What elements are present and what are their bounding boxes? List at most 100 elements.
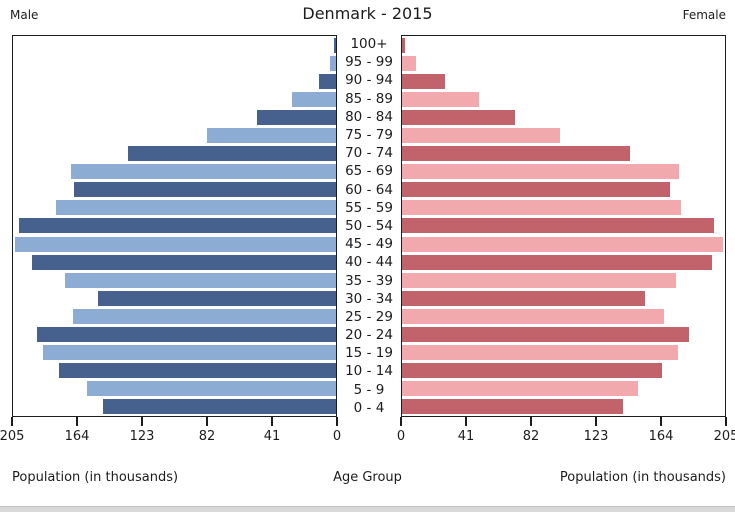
male-bar bbox=[257, 109, 336, 125]
axis-tick-label: 164 bbox=[64, 429, 90, 444]
female-bar-row bbox=[402, 344, 725, 362]
male-bar-row bbox=[13, 344, 336, 362]
female-bar-row bbox=[402, 271, 725, 289]
axis-tick-label: 82 bbox=[522, 429, 540, 444]
female-bar bbox=[402, 290, 645, 306]
female-bar bbox=[402, 399, 623, 415]
female-bar-row bbox=[402, 108, 725, 126]
axis-tick bbox=[595, 417, 597, 426]
male-bar bbox=[72, 308, 336, 324]
male-bar bbox=[31, 254, 336, 270]
male-bar bbox=[206, 128, 336, 144]
age-group-label: 50 - 54 bbox=[345, 217, 393, 234]
female-bar-row bbox=[402, 253, 725, 271]
female-bar bbox=[402, 327, 689, 343]
female-bar-row bbox=[402, 163, 725, 181]
female-bar bbox=[402, 200, 681, 216]
female-bar bbox=[402, 363, 662, 379]
axis-tick-label: 41 bbox=[263, 429, 281, 444]
female-bar bbox=[402, 146, 631, 162]
male-bar bbox=[318, 73, 336, 89]
male-bar bbox=[58, 363, 336, 379]
axis-tick bbox=[660, 417, 662, 426]
female-bar-row bbox=[402, 307, 725, 325]
age-group-label: 35 - 39 bbox=[345, 272, 393, 289]
axis-tick bbox=[206, 417, 208, 426]
female-bar bbox=[402, 164, 680, 180]
female-bar bbox=[402, 236, 724, 252]
female-bar bbox=[402, 345, 678, 361]
axis-tick bbox=[271, 417, 273, 426]
male-bar-row bbox=[13, 72, 336, 90]
female-bar-row bbox=[402, 235, 725, 253]
female-bar-row bbox=[402, 289, 725, 307]
male-bar-row bbox=[13, 126, 336, 144]
male-bar-row bbox=[13, 36, 336, 54]
axis-tick-label: 0 bbox=[332, 429, 342, 444]
male-bar bbox=[19, 218, 336, 234]
axis-tick bbox=[76, 417, 78, 426]
male-bar-row bbox=[13, 307, 336, 325]
female-bar-row bbox=[402, 181, 725, 199]
male-x-axis: 205 164 123 82 41 0 bbox=[0, 416, 341, 450]
female-bar-row bbox=[402, 380, 725, 398]
male-axis-title: Population (in thousands) bbox=[12, 470, 179, 485]
female-bar bbox=[402, 109, 516, 125]
age-group-label: 30 - 34 bbox=[345, 290, 393, 307]
male-bar bbox=[14, 236, 336, 252]
female-bar-row bbox=[402, 145, 725, 163]
female-side-label: Female bbox=[682, 8, 726, 22]
age-group-label: 60 - 64 bbox=[345, 181, 393, 198]
female-bar bbox=[402, 182, 670, 198]
age-group-label: 100+ bbox=[350, 36, 388, 53]
male-bar-row bbox=[13, 398, 336, 416]
female-bar-row bbox=[402, 217, 725, 235]
age-group-label: 25 - 29 bbox=[345, 308, 393, 325]
male-bar-row bbox=[13, 326, 336, 344]
male-bar-row bbox=[13, 362, 336, 380]
age-group-label: 0 - 4 bbox=[353, 399, 385, 416]
male-bar bbox=[71, 164, 336, 180]
age-group-label: 40 - 44 bbox=[345, 254, 393, 271]
male-bar bbox=[42, 345, 336, 361]
axis-tick bbox=[336, 417, 338, 426]
female-bar bbox=[402, 381, 639, 397]
female-bar bbox=[402, 73, 445, 89]
female-bar bbox=[402, 55, 417, 71]
female-bar bbox=[402, 254, 713, 270]
male-bars-panel bbox=[12, 35, 337, 417]
male-bar bbox=[291, 91, 336, 107]
age-group-label: 80 - 84 bbox=[345, 108, 393, 125]
female-bar bbox=[402, 37, 406, 53]
age-group-label: 20 - 24 bbox=[345, 327, 393, 344]
male-bar bbox=[87, 381, 336, 397]
chart-title: Denmark - 2015 bbox=[302, 4, 433, 23]
male-bar bbox=[98, 290, 336, 306]
age-group-label: 15 - 19 bbox=[345, 345, 393, 362]
male-bar bbox=[65, 272, 336, 288]
age-group-label: 70 - 74 bbox=[345, 145, 393, 162]
female-bar-row bbox=[402, 326, 725, 344]
male-bar bbox=[74, 182, 336, 198]
male-bar bbox=[329, 55, 336, 71]
female-bars-panel bbox=[401, 35, 726, 417]
male-side-label: Male bbox=[10, 8, 39, 22]
axis-tick-label: 205 bbox=[713, 429, 735, 444]
age-group-label: 75 - 79 bbox=[345, 127, 393, 144]
axis-tick bbox=[11, 417, 13, 426]
female-bar bbox=[402, 272, 677, 288]
male-bar-row bbox=[13, 380, 336, 398]
axis-tick bbox=[465, 417, 467, 426]
axis-tick-label: 82 bbox=[198, 429, 216, 444]
axis-tick-label: 123 bbox=[129, 429, 155, 444]
female-bar-row bbox=[402, 199, 725, 217]
female-bar-row bbox=[402, 362, 725, 380]
male-bar-row bbox=[13, 253, 336, 271]
window-bottom-edge bbox=[0, 506, 735, 512]
male-bar-row bbox=[13, 199, 336, 217]
male-bar bbox=[102, 399, 336, 415]
male-bar-row bbox=[13, 217, 336, 235]
axis-tick bbox=[725, 417, 727, 426]
female-bar bbox=[402, 218, 714, 234]
age-group-label: 45 - 49 bbox=[345, 236, 393, 253]
